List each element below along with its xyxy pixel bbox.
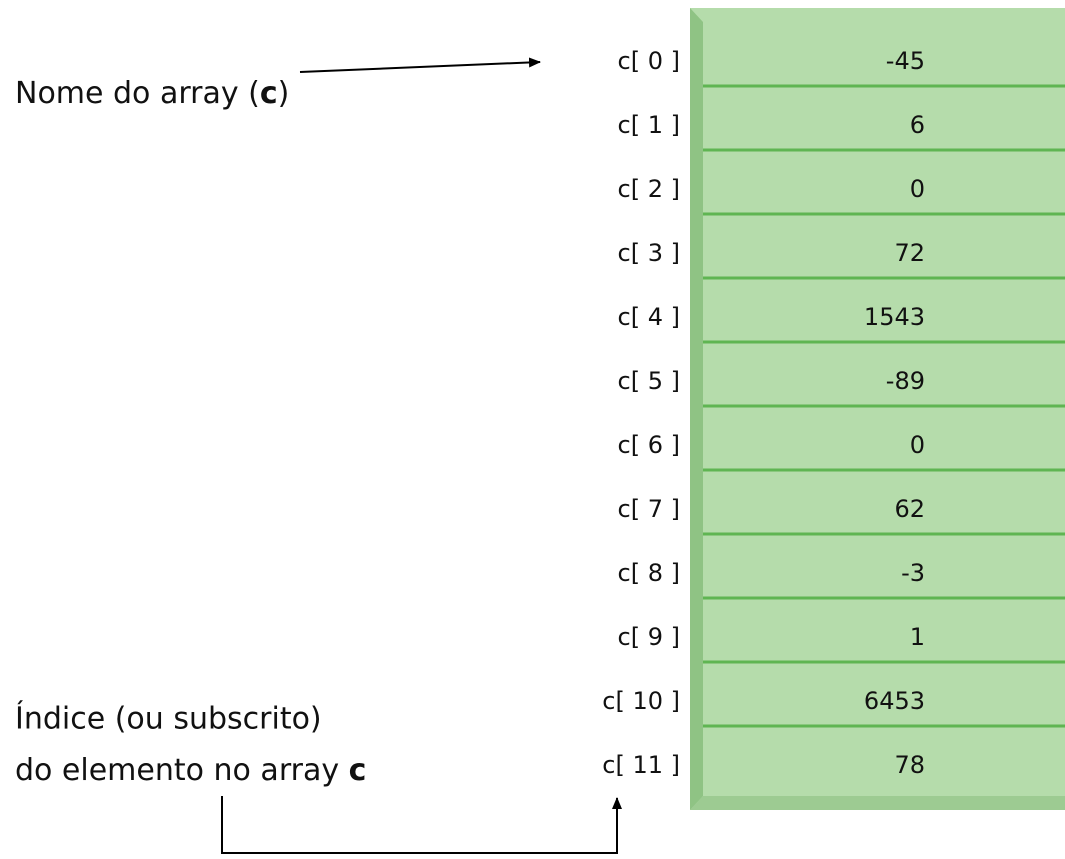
element-index: c[ 9 ] — [618, 623, 680, 651]
element-index: c[ 2 ] — [618, 175, 680, 203]
element-index: c[ 10 ] — [602, 687, 680, 715]
element-value: 78 — [894, 751, 925, 779]
element-value: 0 — [910, 431, 925, 459]
element-value: 1 — [910, 623, 925, 651]
array-box — [690, 8, 1065, 810]
element-value: 72 — [894, 239, 925, 267]
array-bevel-left — [690, 8, 703, 810]
element-value: 1543 — [864, 303, 925, 331]
element-index: c[ 0 ] — [618, 47, 680, 75]
element-index: c[ 8 ] — [618, 559, 680, 587]
array-name-label: Nome do array (c) — [15, 76, 289, 111]
element-value: 62 — [894, 495, 925, 523]
array-bevel-bottom — [690, 796, 1065, 810]
element-value: 6 — [910, 111, 925, 139]
element-value: -89 — [886, 367, 925, 395]
element-index: c[ 3 ] — [618, 239, 680, 267]
element-index: c[ 4 ] — [618, 303, 680, 331]
element-value: -3 — [901, 559, 925, 587]
element-index: c[ 6 ] — [618, 431, 680, 459]
element-value: 0 — [910, 175, 925, 203]
name-arrow — [299, 57, 541, 73]
element-index: c[ 5 ] — [618, 367, 680, 395]
element-index: c[ 7 ] — [618, 495, 680, 523]
element-index: c[ 1 ] — [618, 111, 680, 139]
element-index: c[ 11 ] — [602, 751, 680, 779]
index-arrow — [221, 796, 622, 854]
index-label-line1: Índice (ou subscrito) — [15, 701, 322, 737]
element-value: 6453 — [864, 687, 925, 715]
index-label-line2: do elemento no array c — [15, 753, 366, 788]
element-value: -45 — [886, 47, 925, 75]
